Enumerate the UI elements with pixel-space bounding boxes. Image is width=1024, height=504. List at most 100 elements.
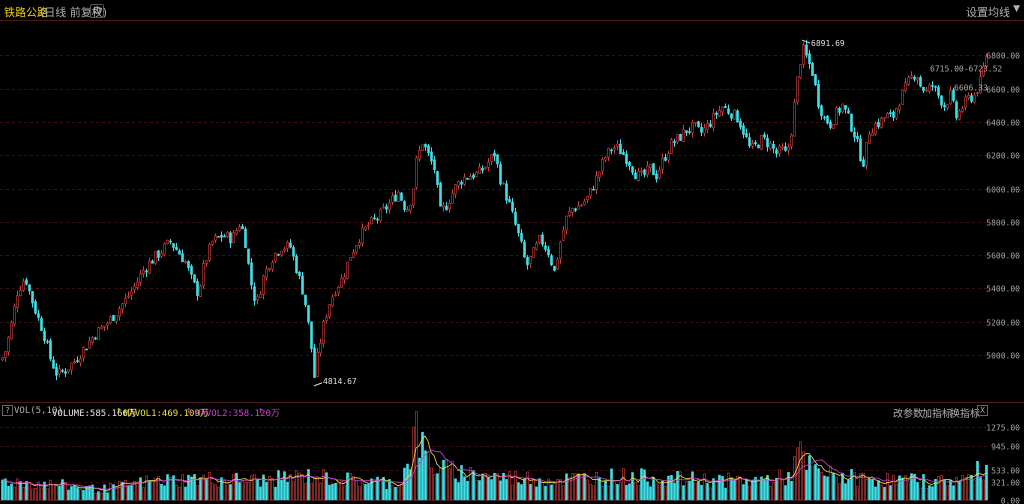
price-chart[interactable]: 6891.69 4814.67 6715.00-6723.52 6606.33 680… <box>0 0 1024 400</box>
volume-bar <box>109 483 112 501</box>
candle-body <box>484 166 487 170</box>
candle <box>178 248 181 255</box>
candle <box>913 75 916 82</box>
candle <box>211 240 214 247</box>
volume-bar <box>139 477 142 501</box>
candle-body <box>7 337 10 353</box>
candle <box>355 245 358 255</box>
volume-bar <box>313 478 316 501</box>
volume-bar <box>799 441 802 501</box>
candle-body <box>931 85 934 87</box>
volume-bar <box>34 488 37 501</box>
volume-bar <box>484 472 487 501</box>
volume-bar <box>862 472 865 501</box>
candle-body <box>550 255 553 266</box>
volume-bar <box>253 474 256 501</box>
volume-arrow: ↑ <box>116 406 122 416</box>
candle-body <box>643 169 646 175</box>
candle-body <box>34 301 37 314</box>
volume-bar <box>466 481 469 501</box>
add-indicator-button[interactable]: 加指标 <box>922 409 952 420</box>
volume-bar <box>241 480 244 501</box>
candle-body <box>70 362 73 371</box>
ma-settings-button[interactable]: 设置均线 <box>966 6 1010 19</box>
volume-bar <box>805 469 808 501</box>
candle-body <box>226 231 229 238</box>
volume-bar <box>679 471 682 501</box>
candle-body <box>976 92 979 95</box>
candle-body <box>511 201 514 212</box>
candle <box>979 71 982 94</box>
volume-bar <box>76 487 79 501</box>
candle <box>664 153 667 162</box>
volume-bar <box>919 487 922 501</box>
candle-body <box>901 89 904 105</box>
candle <box>250 258 253 290</box>
candle <box>748 132 751 149</box>
candle <box>721 106 724 117</box>
candle-body <box>166 239 169 245</box>
volume-bar <box>844 483 847 501</box>
candle-body <box>889 112 892 114</box>
candle-body <box>868 134 871 144</box>
candle <box>607 147 610 161</box>
candle-body <box>304 294 307 306</box>
candle-body <box>55 367 58 376</box>
edit-params-button[interactable]: 改参数 <box>893 409 923 420</box>
candle-body <box>472 174 475 179</box>
volume-bar <box>472 470 475 501</box>
candle <box>430 147 433 165</box>
volume-bar <box>607 485 610 501</box>
volume-bar <box>481 473 484 501</box>
gear-icon[interactable]: ⚙ <box>90 4 104 18</box>
chevron-down-icon[interactable]: ▼ <box>1013 4 1020 14</box>
volume-bar <box>82 490 85 501</box>
volume-bar <box>646 481 649 501</box>
candle-body <box>250 262 253 286</box>
volume-bar <box>406 463 409 501</box>
candle-body <box>517 223 520 234</box>
candle <box>292 245 295 261</box>
volume-bar <box>853 472 856 501</box>
candle-body <box>241 226 244 230</box>
candle-body <box>553 265 556 271</box>
volume-bar <box>259 486 262 501</box>
candle <box>49 338 52 362</box>
candle-body <box>43 330 46 342</box>
candle <box>520 228 523 244</box>
candle-body <box>661 157 664 170</box>
volume-axis: 1275.00 945.00 533.00 321.00 0.00 <box>986 424 1020 504</box>
candle-body <box>706 123 709 130</box>
volume-bar <box>883 486 886 501</box>
candle <box>472 173 475 180</box>
candle <box>196 278 199 301</box>
volume-bar <box>130 485 133 501</box>
candle <box>676 134 679 145</box>
candle-body <box>106 322 109 326</box>
candle <box>328 304 331 320</box>
y-tick-label: 5800.00 <box>986 219 1020 228</box>
volume-bar <box>676 470 679 501</box>
candle <box>439 181 442 207</box>
candle-body <box>286 241 289 249</box>
stock-title[interactable]: 铁路公路 <box>4 6 48 19</box>
candle-body <box>337 286 340 294</box>
candle-body <box>961 108 964 112</box>
candle-body <box>193 274 196 283</box>
candle <box>373 213 376 220</box>
candle-body <box>424 144 427 148</box>
help-icon[interactable]: ? <box>2 405 13 416</box>
candle <box>799 64 802 80</box>
volume-bar <box>775 477 778 501</box>
candle-body <box>25 279 28 285</box>
candle-body <box>922 86 925 91</box>
candle <box>667 150 670 163</box>
candle-body <box>544 245 547 250</box>
candle <box>277 253 280 256</box>
candle-body <box>13 305 16 325</box>
volume-bar <box>58 486 61 501</box>
switch-indicator-button[interactable]: 换指标 <box>950 409 980 420</box>
volume-bar <box>802 451 805 501</box>
close-icon[interactable]: X <box>977 405 988 416</box>
